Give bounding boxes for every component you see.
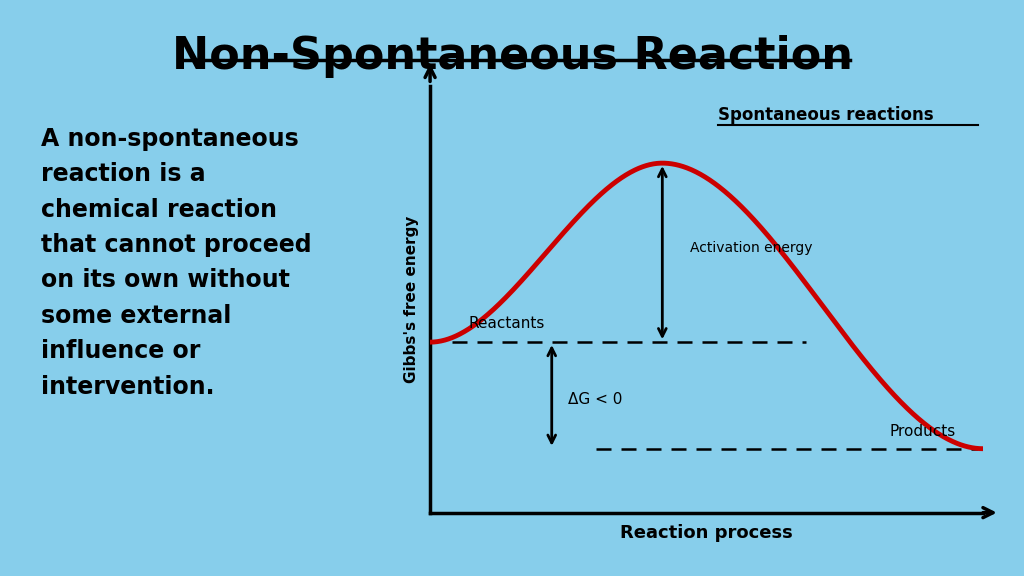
X-axis label: Reaction process: Reaction process bbox=[621, 524, 793, 542]
Text: Products: Products bbox=[889, 425, 955, 439]
Point bbox=[712, 122, 724, 128]
Text: A non-spontaneous
reaction is a
chemical reaction
that cannot proceed
on its own: A non-spontaneous reaction is a chemical… bbox=[41, 127, 311, 399]
Text: Activation energy: Activation energy bbox=[690, 241, 812, 255]
Text: ΔG < 0: ΔG < 0 bbox=[568, 392, 623, 407]
Y-axis label: Gibbs's free energy: Gibbs's free energy bbox=[404, 216, 419, 383]
Text: Spontaneous reactions: Spontaneous reactions bbox=[718, 105, 933, 124]
Text: Reactants: Reactants bbox=[469, 316, 545, 332]
Text: Non-Spontaneous Reaction: Non-Spontaneous Reaction bbox=[171, 35, 853, 78]
Point bbox=[972, 122, 984, 128]
